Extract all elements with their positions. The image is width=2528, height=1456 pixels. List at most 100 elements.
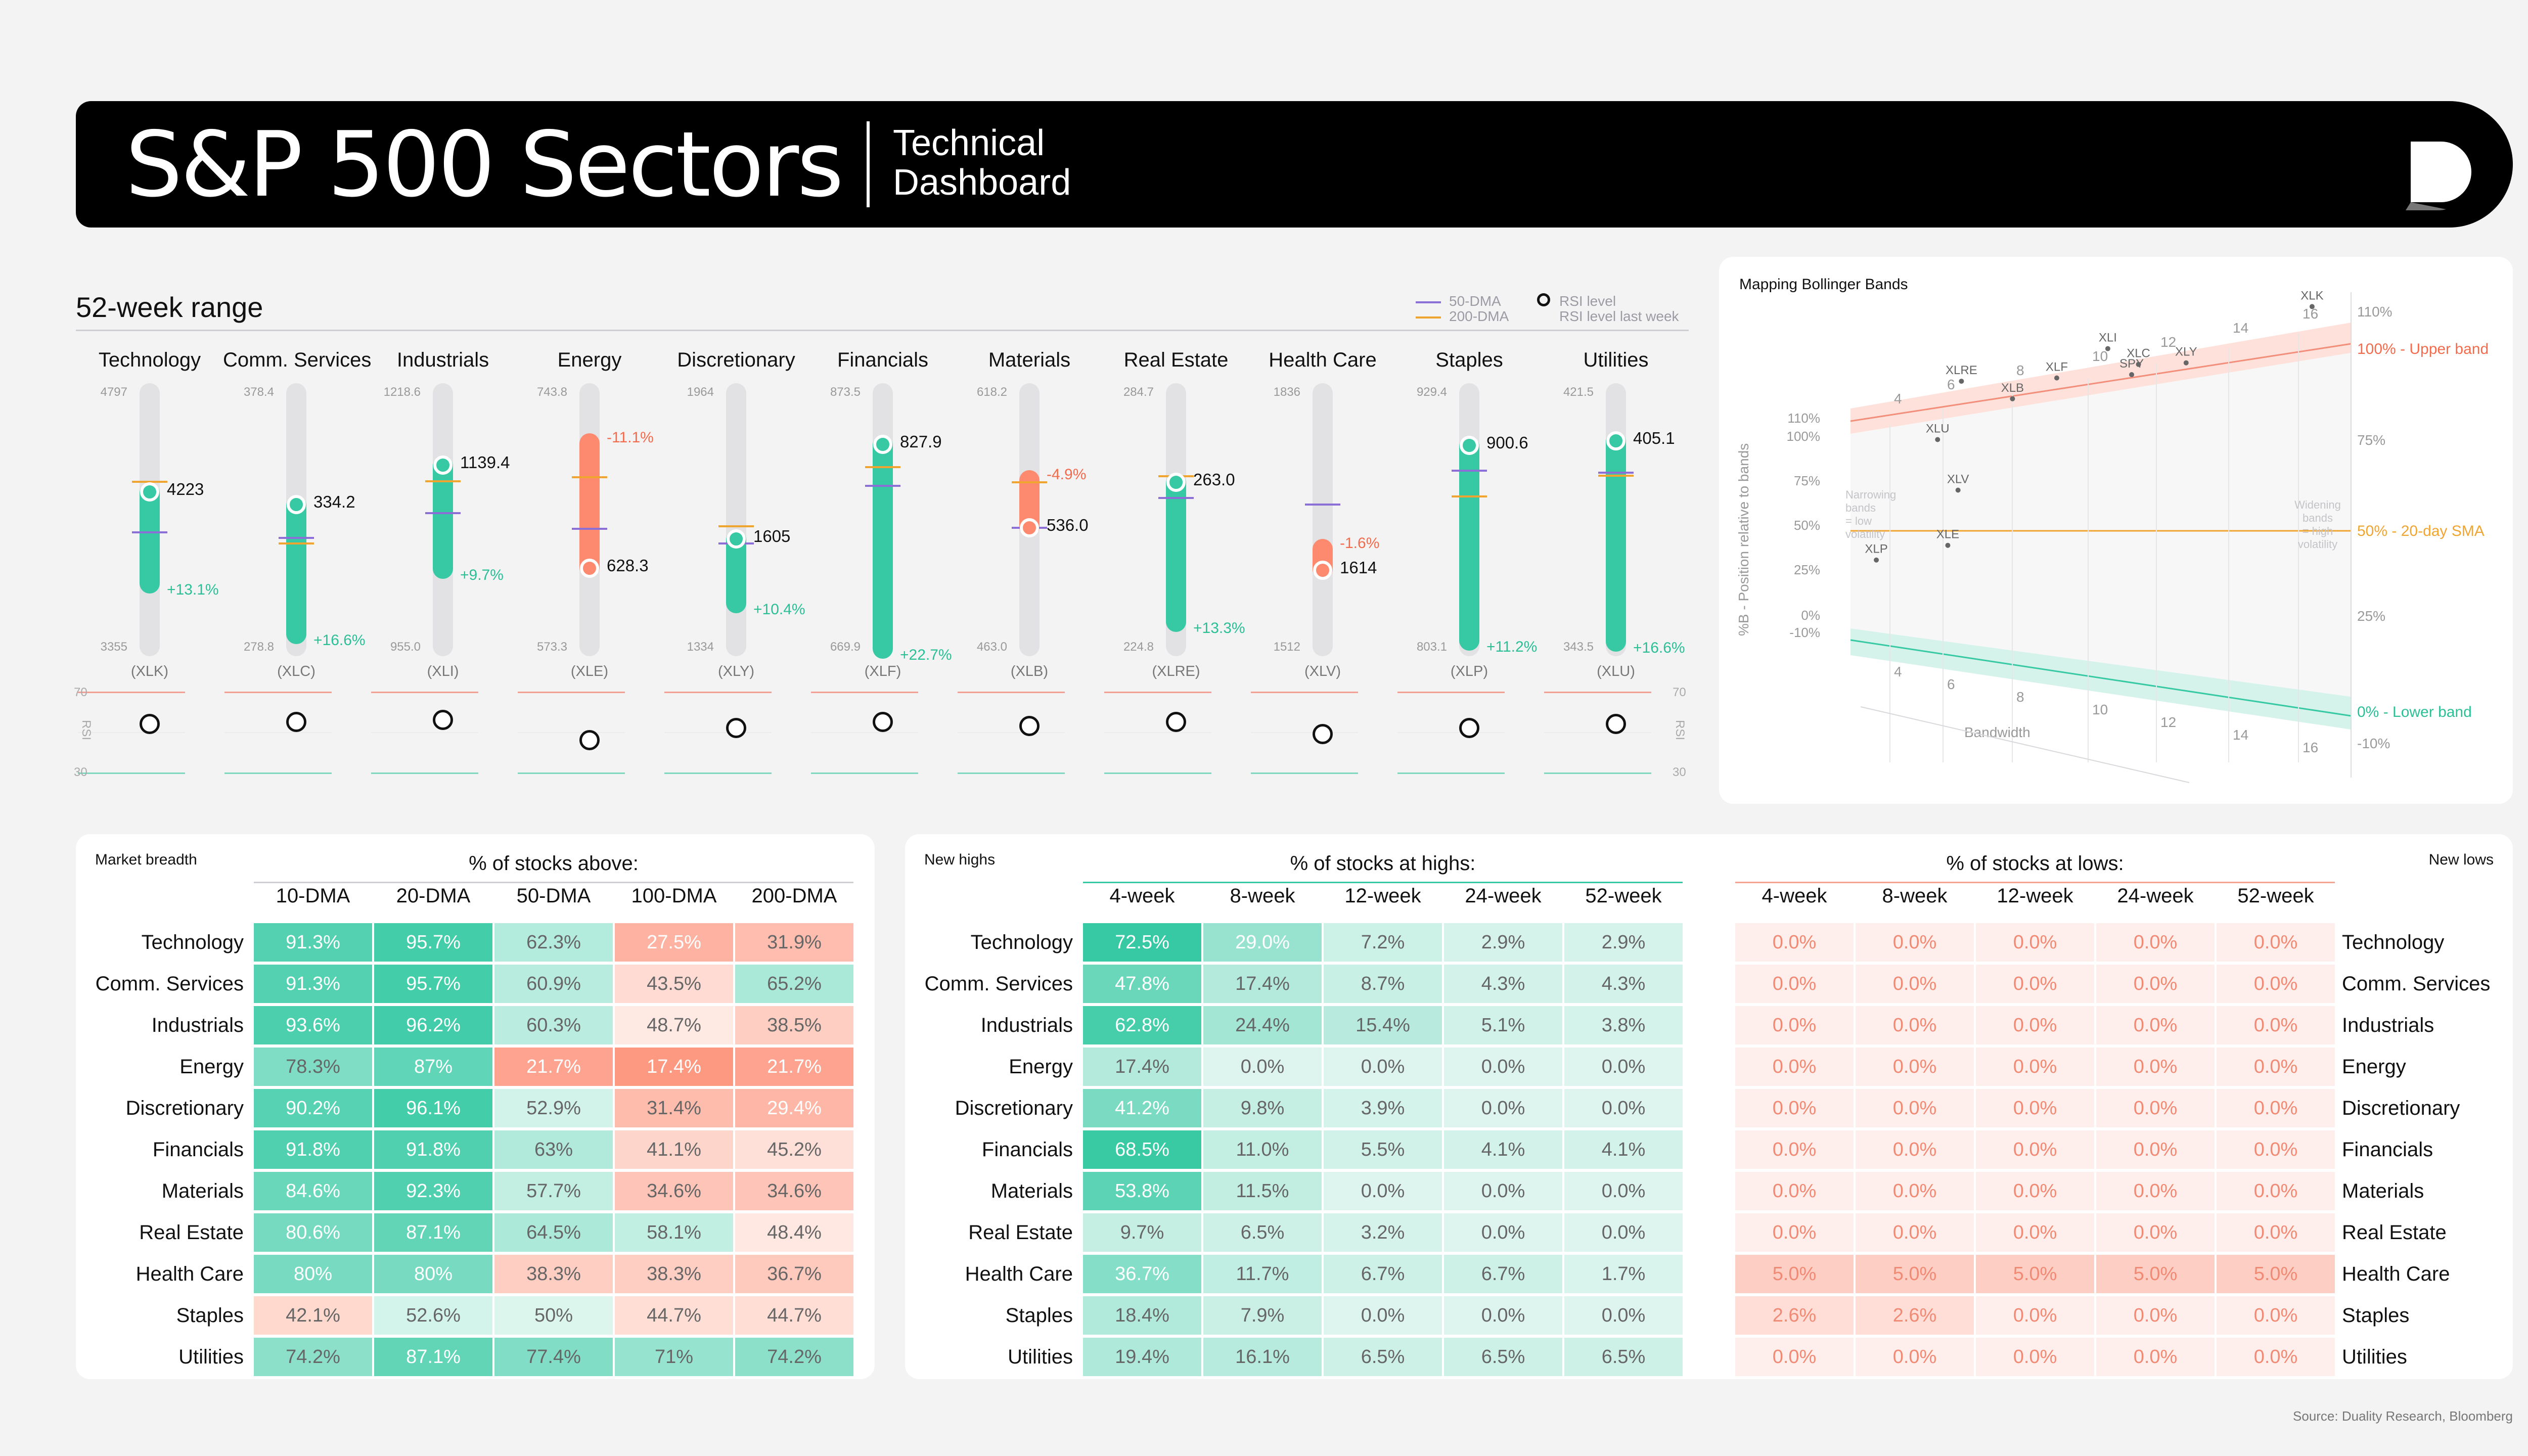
highs-cell: 1.7%: [1564, 1255, 1683, 1293]
bb-point-xlk: [2309, 304, 2315, 309]
highs-cell: 4.3%: [1564, 965, 1683, 1003]
lows-cell: 0.0%: [1735, 923, 1854, 962]
bb-point-label: XLC: [2127, 347, 2150, 360]
band-label-mid: 50% - 20-day SMA: [2357, 523, 2485, 539]
rsi-line-mid: [1397, 732, 1505, 733]
x-tick-top: 6: [1947, 377, 1955, 392]
x-tick-bottom: 10: [2092, 702, 2108, 717]
bb-point-label: XLF: [2046, 360, 2068, 374]
rsi-line-70: [958, 692, 1065, 693]
range-low-label: 955.0: [390, 640, 421, 654]
rsi-line-70: [1104, 692, 1211, 693]
lows-cell: 0.0%: [2096, 1172, 2215, 1210]
x-tick-bottom: 16: [2303, 740, 2318, 755]
breadth-cell: 48.4%: [735, 1213, 853, 1252]
highs-cell: 2.9%: [1564, 923, 1683, 962]
price-label: 1614: [1340, 558, 1377, 577]
lows-cell: 0.0%: [1856, 923, 1974, 962]
rsi-line-30: [664, 772, 772, 774]
price-dot: [140, 482, 159, 502]
breadth-cell: 74.2%: [254, 1338, 372, 1376]
bollinger-panel: Mapping Bollinger Bands 4 4 6 6 8 8 10 10 12 12 14…: [1719, 257, 2513, 804]
lows-row-label: Financials: [2342, 1139, 2433, 1161]
bb-point-label: XLV: [1947, 472, 1969, 486]
lows-cell: 0.0%: [2217, 923, 2335, 962]
y-tick-left: 110%: [1787, 411, 1820, 426]
breadth-cell: 74.2%: [735, 1338, 853, 1376]
ticker-label: (XLB): [1010, 663, 1049, 679]
breadth-cell: 36.7%: [735, 1255, 853, 1293]
lows-cell: 5.0%: [1976, 1255, 2094, 1293]
y-tick-left: 25%: [1794, 562, 1820, 577]
rsi-marker: [1166, 712, 1186, 732]
breadth-cell: 41.1%: [615, 1130, 733, 1169]
breadth-cell: 96.1%: [374, 1089, 492, 1127]
sector-name: Staples: [1435, 349, 1503, 371]
highs-cell: 6.7%: [1444, 1255, 1562, 1293]
bb-point-xlp: [1874, 557, 1879, 563]
lows-cell: 0.0%: [2217, 1048, 2335, 1086]
lows-cell: 0.0%: [2096, 1130, 2215, 1169]
breadth-cell: 34.6%: [615, 1172, 733, 1210]
highs-cell: 0.0%: [1444, 1089, 1562, 1127]
lows-cell: 0.0%: [1976, 1089, 2094, 1127]
bb-point-label: XLE: [1936, 528, 1959, 541]
sector-name: Technology: [98, 349, 201, 371]
breadth-row-label: Real Estate: [139, 1221, 244, 1244]
sector-name: Health Care: [1269, 349, 1377, 371]
lows-col-header: 12-week: [1997, 885, 2073, 907]
highs-cell: 11.0%: [1203, 1130, 1322, 1169]
breadth-cell: 92.3%: [374, 1172, 492, 1210]
highs-cell: 4.1%: [1564, 1130, 1683, 1169]
page-subtitle: Technical Dashboard: [893, 123, 1071, 202]
price-label: 4223: [167, 479, 204, 498]
lows-cell: 0.0%: [2217, 1338, 2335, 1376]
lows-row-label: Staples: [2342, 1304, 2410, 1327]
lows-cell: 5.0%: [2217, 1255, 2335, 1293]
x-axis-label: Bandwidth: [1964, 724, 2030, 740]
breadth-cell: 84.6%: [254, 1172, 372, 1210]
lows-cell: 0.0%: [1856, 1213, 1974, 1252]
y-tick-left: -10%: [1789, 625, 1820, 640]
rsi-line-30: [224, 772, 332, 774]
rsi-line-70: [224, 692, 332, 693]
change-label: +9.7%: [460, 566, 504, 583]
price-label: 536.0: [1047, 516, 1089, 534]
rsi-line-mid: [1104, 732, 1211, 733]
breadth-cell: 29.4%: [735, 1089, 853, 1127]
breadth-row-label: Industrials: [151, 1014, 244, 1036]
rsi-line-mid: [78, 732, 185, 733]
rsi-line-70: [371, 692, 478, 693]
rsi-axis-label-right: RSI: [1673, 719, 1687, 741]
lows-col-header: 24-week: [2117, 885, 2194, 907]
highs-cell: 0.0%: [1564, 1172, 1683, 1210]
rsi-marker: [873, 712, 893, 732]
rsi-axis-bottom-left: 30: [74, 765, 87, 779]
breadth-cell: 52.9%: [494, 1089, 613, 1127]
range-high-label: 743.8: [536, 385, 567, 399]
highs-cell: 0.0%: [1203, 1048, 1322, 1086]
highs-cell: 11.7%: [1203, 1255, 1322, 1293]
highs-cell: 3.8%: [1564, 1006, 1683, 1044]
range-high-label: 421.5: [1563, 385, 1594, 399]
range-low-label: 1334: [687, 640, 714, 654]
x-tick-top: 16: [2303, 306, 2318, 322]
breadth-cell: 57.7%: [494, 1172, 613, 1210]
bb-point-xlv: [1955, 487, 1961, 493]
highs-col-header: 4-week: [1109, 885, 1175, 907]
range-high-label: 284.7: [1123, 385, 1154, 399]
lows-cell: 0.0%: [1976, 1172, 2094, 1210]
new-lows-title: New lows: [2428, 851, 2494, 868]
lows-cell: 0.0%: [1976, 1048, 2094, 1086]
rsi-line-mid: [1251, 732, 1358, 733]
highs-cell: 6.7%: [1324, 1255, 1442, 1293]
lows-cell: 5.0%: [2096, 1255, 2215, 1293]
highs-cell: 0.0%: [1444, 1213, 1562, 1252]
lows-cell: 0.0%: [1856, 1089, 1974, 1127]
price-dot: [433, 456, 453, 475]
change-label: -11.1%: [607, 429, 654, 446]
rsi-line-30: [811, 772, 918, 774]
ticker-label: (XLI): [427, 663, 459, 679]
highs-cell: 5.5%: [1324, 1130, 1442, 1169]
breadth-cell: 91.3%: [254, 923, 372, 962]
